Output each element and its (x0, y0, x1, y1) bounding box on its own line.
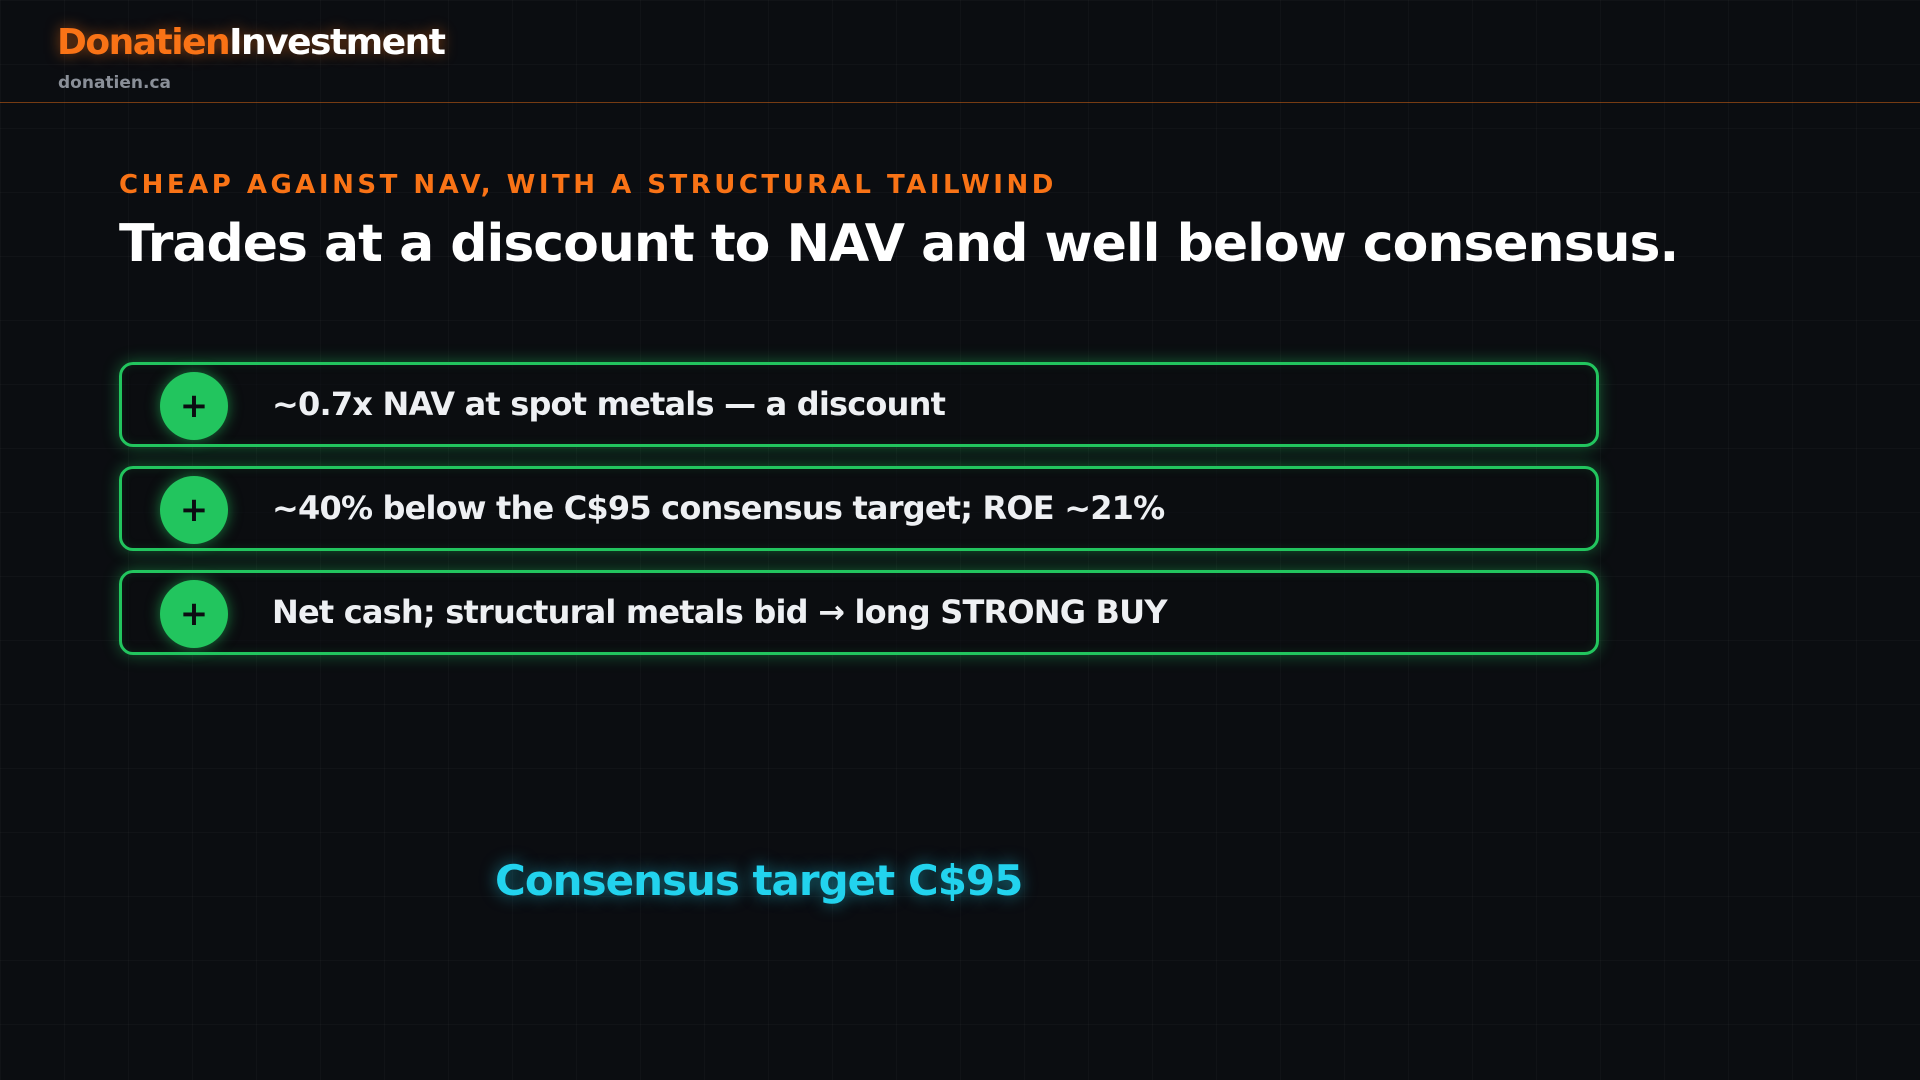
plus-icon: + (160, 580, 228, 648)
consensus-target-callout: Consensus target C$95 (495, 856, 1023, 905)
point-card-3: + Net cash; structural metals bid → long… (119, 570, 1599, 655)
site-url: donatien.ca (58, 73, 172, 93)
brand-name-part2: Investment (229, 22, 446, 63)
slide-headline: Trades at a discount to NAV and well bel… (119, 214, 1679, 274)
point-text-1: ~0.7x NAV at spot metals — a discount (272, 385, 946, 423)
plus-icon: + (160, 476, 228, 544)
point-text-2: ~40% below the C$95 consensus target; RO… (272, 489, 1165, 527)
point-card-1: + ~0.7x NAV at spot metals — a discount (119, 362, 1599, 447)
header-bar: DonatienInvestment donatien.ca (0, 0, 1920, 103)
point-text-3: Net cash; structural metals bid → long S… (272, 593, 1168, 631)
brand-logo: DonatienInvestment (57, 22, 446, 63)
brand-name-part1: Donatien (57, 22, 231, 63)
slide-kicker: CHEAP AGAINST NAV, WITH A STRUCTURAL TAI… (119, 170, 1057, 200)
plus-icon: + (160, 372, 228, 440)
point-card-2: + ~40% below the C$95 consensus target; … (119, 466, 1599, 551)
